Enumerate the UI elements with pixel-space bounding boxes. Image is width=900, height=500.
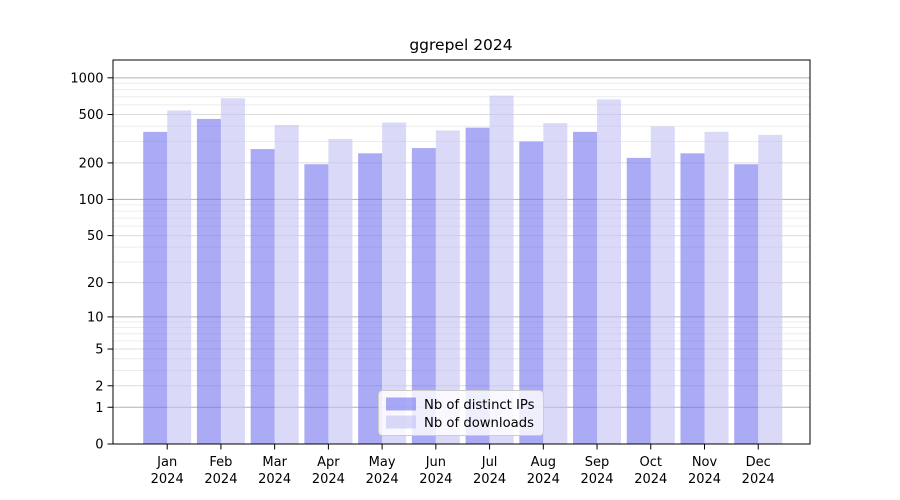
bar-distinct-ips-feb xyxy=(196,118,221,444)
bar-downloads-jul xyxy=(489,95,514,445)
bar-downloads-feb xyxy=(220,98,245,445)
bar-downloads-apr xyxy=(328,138,353,445)
y-tick-label-10: 10 xyxy=(87,310,104,325)
x-tick-label-oct-year: 2024 xyxy=(634,472,667,487)
y-tick-label-0: 0 xyxy=(95,438,103,453)
x-tick-label-apr: Apr xyxy=(317,455,340,470)
x-tick-label-mar: Mar xyxy=(262,455,287,470)
axis-ticks-and-labels: 10005002001005020105210Jan2024Feb2024Mar… xyxy=(70,71,774,487)
bar-distinct-ips-jan xyxy=(143,131,168,444)
legend: Nb of distinct IPs Nb of downloads xyxy=(378,390,544,436)
bar-downloads-sep xyxy=(597,99,622,444)
bar-downloads-mar xyxy=(274,124,299,445)
y-tick-label-20: 20 xyxy=(87,276,104,291)
x-tick-label-apr-year: 2024 xyxy=(312,472,345,487)
y-tick-label-1: 1 xyxy=(95,401,103,416)
x-tick-label-dec: Dec xyxy=(746,455,771,470)
y-tick-label-100: 100 xyxy=(79,193,104,208)
bar-downloads-jan xyxy=(167,110,192,445)
x-tick-label-aug-year: 2024 xyxy=(527,472,560,487)
legend-box xyxy=(378,390,544,436)
x-tick-label-nov-year: 2024 xyxy=(688,472,721,487)
x-tick-label-sep-year: 2024 xyxy=(580,472,613,487)
x-tick-label-mar-year: 2024 xyxy=(258,472,291,487)
bar-distinct-ips-sep xyxy=(573,131,598,444)
bar-distinct-ips-apr xyxy=(304,164,329,444)
x-tick-label-may-year: 2024 xyxy=(366,472,399,487)
y-tick-label-500: 500 xyxy=(79,108,104,123)
x-tick-label-jun-year: 2024 xyxy=(419,472,452,487)
x-tick-label-jul: Jul xyxy=(481,455,498,470)
legend-swatch-distinct-ips xyxy=(386,397,416,411)
y-tick-label-2: 2 xyxy=(95,379,103,394)
x-tick-label-oct: Oct xyxy=(640,455,662,470)
bar-downloads-nov xyxy=(704,131,729,444)
x-tick-label-feb-year: 2024 xyxy=(204,472,237,487)
x-tick-label-may: May xyxy=(369,455,396,470)
y-tick-label-50: 50 xyxy=(87,229,104,244)
bar-distinct-ips-dec xyxy=(734,164,759,444)
x-tick-label-jun: Jun xyxy=(425,455,446,470)
bar-distinct-ips-nov xyxy=(680,153,705,445)
y-tick-label-200: 200 xyxy=(79,156,104,171)
x-tick-label-dec-year: 2024 xyxy=(742,472,775,487)
x-tick-label-feb: Feb xyxy=(209,455,232,470)
plot-border xyxy=(112,59,811,445)
x-tick-label-aug: Aug xyxy=(531,455,556,470)
x-tick-label-sep: Sep xyxy=(585,455,610,470)
y-tick-label-5: 5 xyxy=(95,343,103,358)
x-tick-label-jan: Jan xyxy=(156,455,177,470)
bar-distinct-ips-mar xyxy=(250,149,275,444)
legend-swatch-downloads xyxy=(386,415,416,429)
bar-downloads-oct xyxy=(650,126,675,445)
legend-label-downloads: Nb of downloads xyxy=(424,416,534,431)
bar-downloads-dec xyxy=(758,134,783,444)
bar-downloads-aug xyxy=(543,123,568,444)
legend-label-distinct-ips: Nb of distinct IPs xyxy=(424,398,535,413)
x-tick-label-jul-year: 2024 xyxy=(473,472,506,487)
x-tick-label-jan-year: 2024 xyxy=(151,472,184,487)
x-tick-label-nov: Nov xyxy=(692,455,718,470)
y-tick-label-1000: 1000 xyxy=(70,71,103,86)
bar-distinct-ips-oct xyxy=(626,157,651,444)
chart-title: ggrepel 2024 xyxy=(409,36,512,54)
